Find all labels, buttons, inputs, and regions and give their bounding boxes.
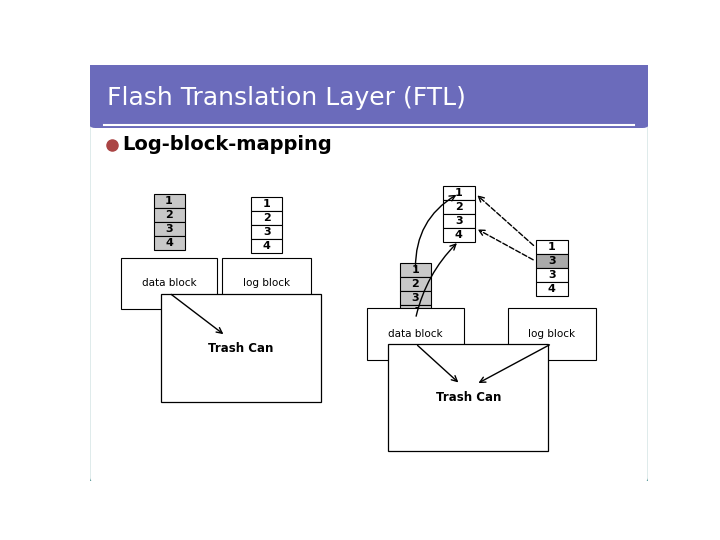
Text: 1: 1 (165, 196, 173, 206)
Bar (251, 211, 282, 225)
Text: Trash Can: Trash Can (436, 391, 501, 404)
FancyBboxPatch shape (89, 62, 649, 128)
Bar (94, 105, 644, 128)
Text: log block: log block (243, 279, 290, 288)
Text: 1: 1 (412, 265, 419, 275)
Bar (443, 228, 475, 242)
Text: 2: 2 (165, 210, 173, 220)
Bar (251, 225, 282, 239)
Text: 4: 4 (165, 238, 173, 248)
Text: Flash Translation Layer (FTL): Flash Translation Layer (FTL) (107, 86, 466, 110)
Bar (251, 239, 282, 253)
Bar (153, 222, 184, 236)
Text: 2: 2 (263, 213, 271, 223)
Text: 3: 3 (165, 224, 173, 234)
Text: 4: 4 (548, 284, 556, 294)
Text: Log-block-mapping: Log-block-mapping (122, 136, 333, 154)
Text: data block: data block (142, 279, 197, 288)
Bar (536, 240, 568, 254)
Text: 3: 3 (548, 256, 556, 266)
Text: 1: 1 (455, 188, 463, 198)
Text: 4: 4 (412, 307, 420, 317)
Text: 3: 3 (455, 216, 463, 226)
Bar (536, 268, 568, 282)
Text: 4: 4 (263, 241, 271, 251)
Text: 2: 2 (455, 202, 463, 212)
Text: 2: 2 (412, 279, 419, 289)
Bar (400, 291, 431, 305)
Text: data block: data block (388, 329, 443, 339)
Bar (400, 264, 431, 278)
Bar (153, 236, 184, 249)
Text: 1: 1 (263, 199, 271, 209)
Text: 4: 4 (455, 230, 463, 240)
Bar (153, 194, 184, 208)
Text: 3: 3 (263, 227, 271, 237)
Bar (153, 208, 184, 222)
Bar (400, 305, 431, 319)
Text: 1: 1 (548, 242, 556, 252)
Text: log block: log block (528, 329, 575, 339)
Bar (536, 254, 568, 268)
Bar (536, 282, 568, 296)
Bar (443, 214, 475, 228)
Bar (443, 186, 475, 200)
Bar (251, 197, 282, 211)
Text: 3: 3 (548, 270, 556, 280)
Bar (443, 200, 475, 214)
Text: Trash Can: Trash Can (208, 342, 274, 355)
Bar (400, 278, 431, 291)
Text: 3: 3 (412, 293, 419, 303)
